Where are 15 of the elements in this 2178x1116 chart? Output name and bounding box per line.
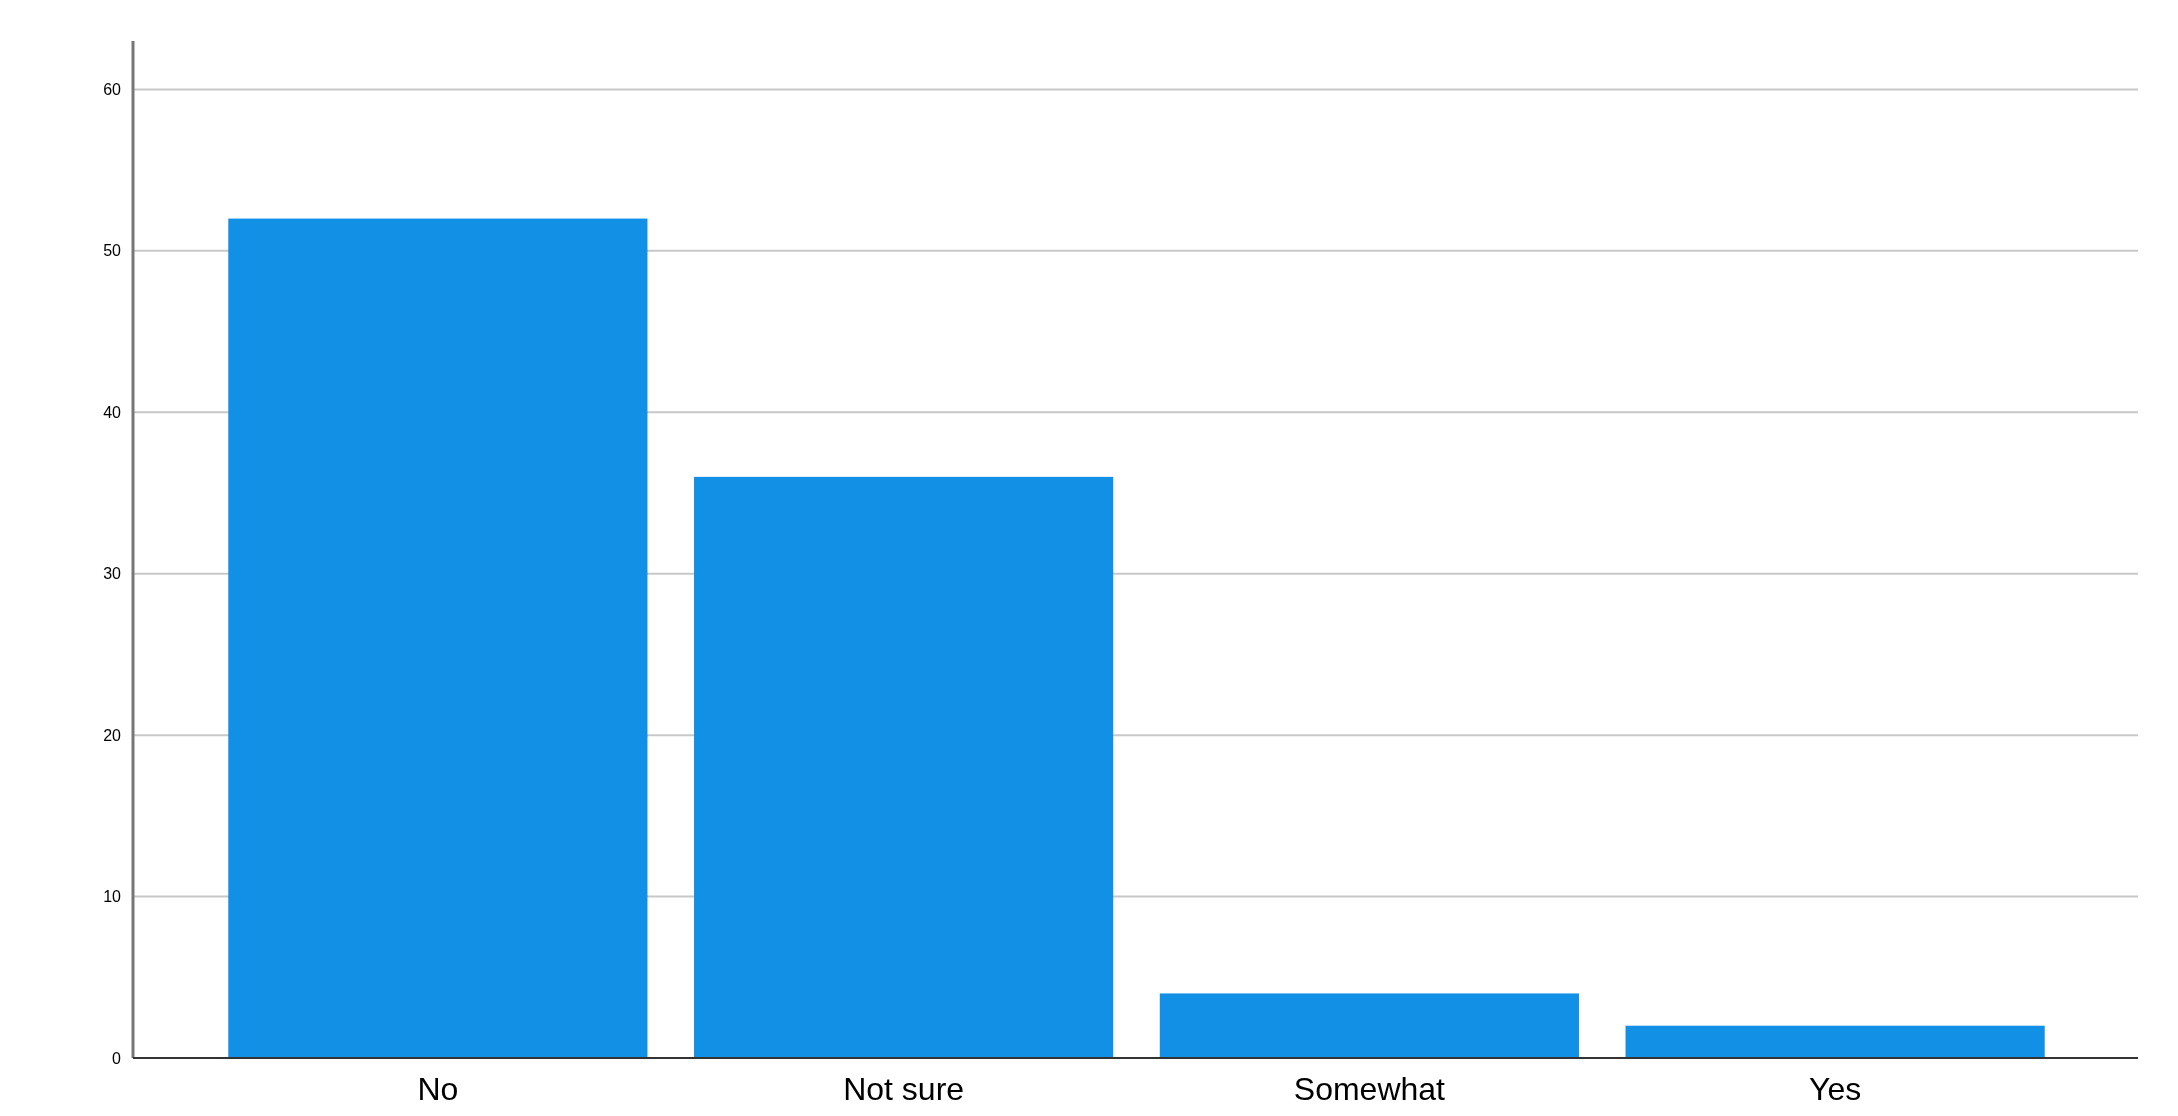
x-tick-label: No (417, 1071, 459, 1107)
y-tick-label: 20 (103, 726, 122, 744)
bar (1625, 1025, 2045, 1058)
y-tick-label: 10 (103, 888, 122, 906)
x-tick-label: Yes (1809, 1071, 1862, 1107)
x-tick-label: Not sure (843, 1071, 965, 1107)
y-tick-label: 0 (112, 1049, 122, 1067)
y-tick-label: 50 (103, 242, 122, 260)
x-tick-label: Somewhat (1293, 1071, 1446, 1107)
y-tick-label: 40 (103, 403, 122, 421)
bar (694, 476, 1114, 1058)
bar (1159, 993, 1579, 1058)
y-tick-label: 30 (103, 565, 122, 583)
y-tick-label: 60 (103, 81, 122, 99)
bar (228, 218, 648, 1058)
